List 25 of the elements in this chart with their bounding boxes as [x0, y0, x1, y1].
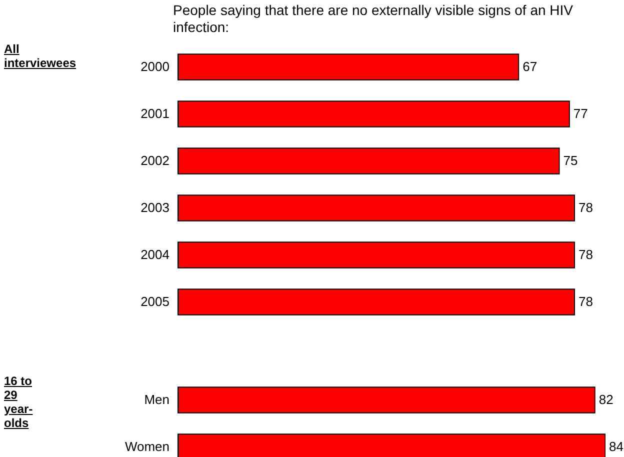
data-label: 78: [578, 247, 593, 262]
text: All interviewees: [4, 42, 76, 70]
bar: [178, 148, 560, 174]
bar: [178, 288, 575, 316]
y-tick-label: Women: [124, 439, 170, 454]
data-label: 78: [578, 294, 593, 309]
data-label: 67: [522, 59, 538, 74]
chart-title: People saying that there are no externally visible signs of an HIV infection:: [173, 2, 574, 36]
text: 16 to 29 year-olds: [4, 374, 33, 430]
data-label: 82: [598, 392, 614, 407]
bar: [178, 54, 520, 80]
data-label: 78: [578, 200, 593, 215]
data-label: 77: [573, 106, 588, 121]
y-tick-label: 2000: [140, 59, 170, 74]
y-tick-label: Men: [144, 392, 170, 407]
bar: [178, 242, 575, 268]
y-tick-label: 2003: [140, 200, 170, 215]
y-tick-label: 2001: [140, 106, 170, 121]
y-tick-label: 2004: [140, 247, 170, 262]
data-label: 75: [563, 153, 578, 168]
bar: [178, 100, 570, 128]
y-tick-label: 2002: [140, 153, 170, 168]
y-tick-label: 2005: [140, 294, 170, 309]
data-label: 84: [609, 439, 624, 454]
bar: [178, 194, 575, 222]
